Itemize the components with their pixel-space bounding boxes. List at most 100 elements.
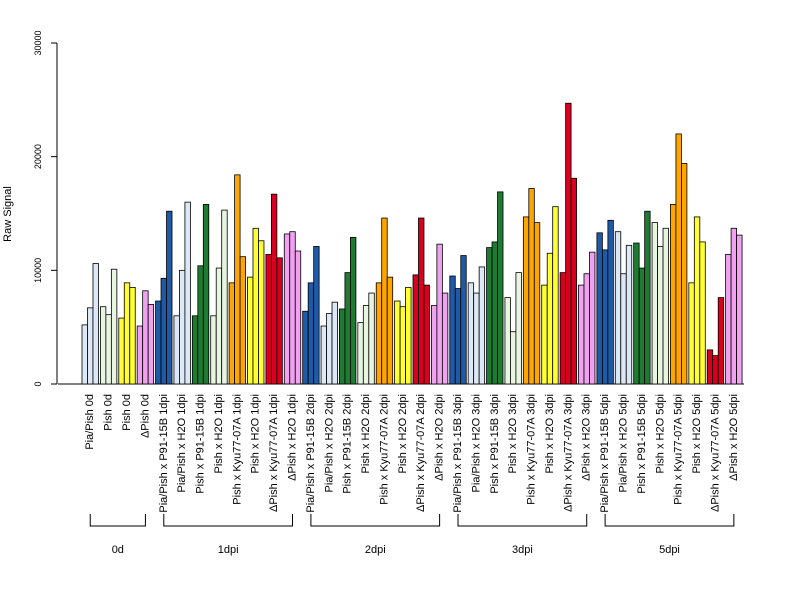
bar <box>638 267 646 385</box>
bar <box>693 216 701 385</box>
bar <box>541 284 548 385</box>
bar <box>699 241 706 385</box>
bar <box>662 227 669 385</box>
bar <box>657 246 664 385</box>
x-tick-label: ΔPish x H2O 2dpi <box>434 394 446 481</box>
x-tick-label: Pish x Kyu77-07A 2dpi <box>378 394 390 505</box>
bar <box>449 275 456 385</box>
y-tick-label: 20000 <box>33 144 43 169</box>
bar <box>252 227 259 385</box>
bar <box>625 244 633 385</box>
bar <box>467 282 475 385</box>
x-tick-label: Pia/Pish 0d <box>84 394 96 450</box>
group-label: 0d <box>112 544 124 556</box>
bar <box>375 282 383 385</box>
x-tick-label: ΔPish x Kyu77-07A 1dpi <box>268 394 280 512</box>
bar <box>381 217 388 385</box>
bar <box>546 252 554 385</box>
bar <box>147 304 155 385</box>
bar <box>633 242 640 385</box>
y-axis: 0 10000 20000 30000 <box>33 30 58 387</box>
x-tick-label: Pish x H2O 3dpi <box>507 394 519 473</box>
bar <box>270 193 278 385</box>
x-tick-label: ΔPish x Kyu77-07A 2dpi <box>415 394 427 512</box>
bar <box>99 306 107 385</box>
bar <box>583 273 590 385</box>
bar <box>142 290 149 385</box>
x-tick-label: Pia/Pish x P91-15B 2dpi <box>305 394 317 513</box>
bar <box>412 274 419 385</box>
bar <box>552 206 559 385</box>
bar <box>589 251 596 385</box>
bar <box>184 201 191 385</box>
bar <box>473 292 480 385</box>
bar <box>491 241 498 385</box>
bar <box>136 325 144 385</box>
x-tick-label: Pish 0d <box>103 394 115 431</box>
bar <box>651 222 658 385</box>
group-label: 1dpi <box>218 544 239 556</box>
y-tick-label: 30000 <box>33 30 43 55</box>
bar <box>688 282 695 385</box>
bar <box>675 133 682 385</box>
bar <box>234 174 241 385</box>
x-tick-label: Pia/Pish x H2O 5dpi <box>618 394 630 492</box>
bar <box>92 263 99 385</box>
bar <box>362 305 370 385</box>
group-bracket <box>163 514 294 527</box>
bar <box>510 331 517 385</box>
bar <box>717 297 725 385</box>
bar <box>644 210 651 385</box>
bar <box>283 233 291 385</box>
x-tick-label: Pish x Kyu77-07A 3dpi <box>526 394 538 505</box>
bar <box>215 267 223 385</box>
bar <box>221 209 228 385</box>
bar <box>326 313 333 385</box>
x-tick-label: Pia/Pish x H2O 3dpi <box>470 394 482 492</box>
bar <box>394 300 401 385</box>
x-tick-label: Pish x H2O 5dpi <box>654 394 666 473</box>
bar <box>405 286 412 385</box>
bar <box>228 282 236 385</box>
x-tick-label: Pia/Pish x P91-15B 3dpi <box>452 394 464 513</box>
x-tick-label: Pish x P91-15B 1dpi <box>195 394 207 494</box>
bar <box>344 272 351 385</box>
bar <box>478 266 486 385</box>
group-bracket <box>604 514 735 527</box>
bar <box>607 219 614 385</box>
bar <box>313 246 320 385</box>
bar <box>528 188 535 385</box>
bar <box>522 216 530 385</box>
bar <box>87 307 94 385</box>
x-tick-label: Pish x H2O 1dpi <box>213 394 225 473</box>
bar <box>247 276 254 385</box>
bar <box>712 355 719 385</box>
x-tick-label: Pish x Kyu77-07A 1dpi <box>231 394 243 505</box>
x-tick-label: Pish x H2O 5dpi <box>691 394 703 473</box>
x-tick-label: Pish x P91-15B 3dpi <box>489 394 501 494</box>
bar <box>155 300 162 385</box>
x-tick-label: Pia/Pish x H2O 2dpi <box>323 394 335 492</box>
x-tick-label: ΔPish x H2O 5dpi <box>728 394 740 481</box>
bar <box>418 217 425 385</box>
x-tick-label: ΔPish 0d <box>139 394 151 438</box>
y-axis-label: Raw Signal <box>2 186 14 242</box>
bar <box>454 288 462 385</box>
bar <box>339 308 346 385</box>
bar <box>302 310 309 385</box>
x-tick-label: Pish x P91-15B 2dpi <box>342 394 354 494</box>
bar <box>497 191 504 385</box>
bar <box>725 254 732 385</box>
bar <box>730 227 737 385</box>
bar <box>307 282 315 385</box>
bar <box>258 240 265 385</box>
bar <box>105 314 112 385</box>
group-label: 3dpi <box>512 544 533 556</box>
bar <box>736 234 743 385</box>
bar <box>129 286 136 385</box>
group-bracket <box>89 514 146 527</box>
bar <box>81 324 88 385</box>
bar <box>118 317 125 385</box>
bar <box>239 256 246 385</box>
